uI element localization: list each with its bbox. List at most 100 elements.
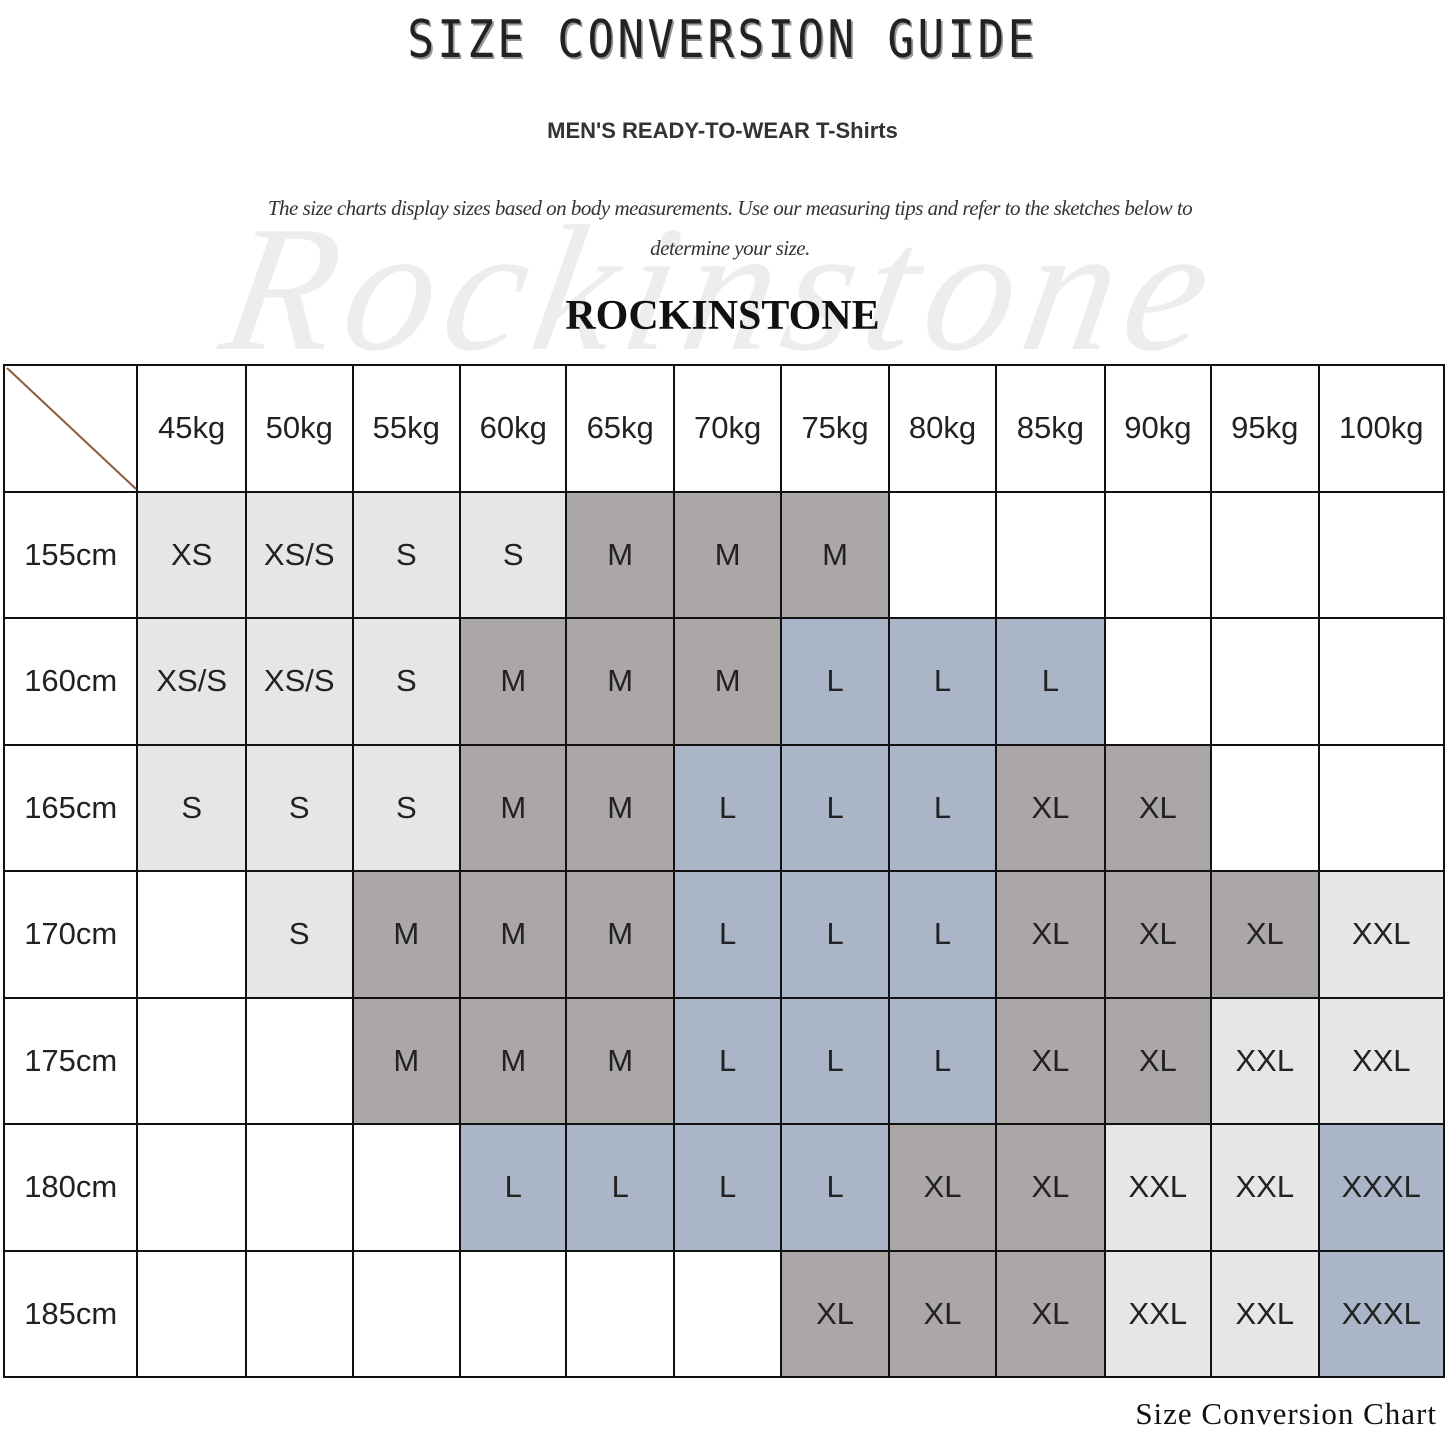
size-cell: L — [672, 743, 783, 872]
diagonal-line — [6, 367, 137, 490]
size-cell: M — [565, 490, 675, 619]
column-header: 70kg — [672, 364, 783, 493]
size-cell — [1210, 617, 1320, 746]
column-header: 100kg — [1317, 364, 1445, 493]
size-cell: L — [887, 617, 998, 746]
table-row: 185cm XL XL XL XXL XXL XXXL — [2, 1249, 1445, 1378]
size-cell: XXL — [1210, 1249, 1320, 1378]
row-header: 175cm — [2, 996, 139, 1125]
size-cell: XL — [995, 870, 1106, 999]
size-cell: XS/S — [136, 617, 247, 746]
column-header: 60kg — [458, 364, 568, 493]
column-header: 80kg — [887, 364, 998, 493]
size-cell — [887, 490, 998, 619]
column-header: 90kg — [1103, 364, 1213, 493]
size-cell: XL — [1103, 743, 1213, 872]
size-cell: S — [244, 743, 354, 872]
size-cell: XL — [995, 996, 1106, 1125]
size-cell — [351, 1123, 462, 1252]
size-cell: M — [351, 870, 462, 999]
row-header: 155cm — [2, 490, 139, 619]
size-cell: M — [458, 996, 568, 1125]
size-cell: L — [887, 996, 998, 1125]
size-cell — [1317, 743, 1445, 872]
size-cell: XL — [1103, 996, 1213, 1125]
size-cell — [672, 1249, 783, 1378]
size-cell — [995, 490, 1106, 619]
size-cell: M — [565, 996, 675, 1125]
size-cell — [244, 1123, 354, 1252]
size-cell: M — [458, 743, 568, 872]
subtitle: MEN'S READY-TO-WEAR T-Shirts — [547, 118, 898, 143]
column-header: 55kg — [351, 364, 462, 493]
size-cell: XS/S — [244, 490, 354, 619]
size-cell: XXL — [1103, 1249, 1213, 1378]
size-cell: L — [780, 1123, 890, 1252]
size-cell: XXL — [1210, 996, 1320, 1125]
size-cell: XXXL — [1317, 1123, 1445, 1252]
size-cell: XL — [995, 1249, 1106, 1378]
page-title: SIZE CONVERSION GUIDE — [407, 10, 1038, 70]
table-row: 180cm L L L L XL XL XXL XXL XXXL — [2, 1123, 1445, 1252]
size-cell: L — [458, 1123, 568, 1252]
size-cell: XL — [995, 743, 1106, 872]
row-header: 170cm — [2, 870, 139, 999]
footer-caption: Size Conversion Chart — [1135, 1396, 1437, 1431]
size-cell: XL — [887, 1123, 998, 1252]
table-row: 165cm S S S M M L L L XL XL — [2, 743, 1445, 872]
column-header: 85kg — [995, 364, 1106, 493]
table-row: 160cm XS/S XS/S S M M M L L L — [2, 617, 1445, 746]
size-cell — [351, 1249, 462, 1378]
size-cell: XXL — [1317, 870, 1445, 999]
size-cell: XXXL — [1317, 1249, 1445, 1378]
column-header: 50kg — [244, 364, 354, 493]
size-cell: L — [780, 743, 890, 872]
size-cell — [136, 996, 247, 1125]
size-cell: M — [565, 617, 675, 746]
table-row: 175cm M M M L L L XL XL XXL XXL — [2, 996, 1445, 1125]
size-cell: S — [458, 490, 568, 619]
size-cell: L — [887, 870, 998, 999]
size-cell — [136, 870, 247, 999]
size-cell — [136, 1123, 247, 1252]
size-cell — [1317, 617, 1445, 746]
size-cell: XL — [1103, 870, 1213, 999]
size-cell: L — [780, 996, 890, 1125]
size-cell — [565, 1249, 675, 1378]
size-cell: L — [780, 617, 890, 746]
size-cell: XL — [780, 1249, 890, 1378]
table-row: 155cm XS XS/S S S M M M — [2, 490, 1445, 619]
size-cell — [1210, 743, 1320, 872]
size-cell: M — [565, 870, 675, 999]
size-cell: L — [780, 870, 890, 999]
size-cell — [1210, 490, 1320, 619]
size-cell: L — [672, 870, 783, 999]
size-cell: XXL — [1103, 1123, 1213, 1252]
size-cell: XS/S — [244, 617, 354, 746]
size-cell: M — [458, 617, 568, 746]
column-header: 65kg — [565, 364, 675, 493]
brand-name: ROCKINSTONE — [565, 293, 880, 339]
size-cell: M — [565, 743, 675, 872]
size-cell — [244, 1249, 354, 1378]
column-header: 95kg — [1210, 364, 1320, 493]
row-header: 180cm — [2, 1123, 139, 1252]
column-header: 75kg — [780, 364, 890, 493]
size-cell: M — [780, 490, 890, 619]
table-row: 170cm S M M M L L L XL XL XL XXL — [2, 870, 1445, 999]
size-cell: L — [887, 743, 998, 872]
size-cell: S — [351, 490, 462, 619]
description: The size charts display sizes based on b… — [267, 196, 1193, 260]
header-row: 45kg 50kg 55kg 60kg 65kg 70kg 75kg 80kg 85kg 90kg… — [2, 364, 1445, 493]
size-cell: M — [458, 870, 568, 999]
size-cell: S — [136, 743, 247, 872]
corner-cell — [2, 364, 139, 493]
size-cell: L — [995, 617, 1106, 746]
row-header: 185cm — [2, 1249, 139, 1378]
size-cell: S — [351, 743, 462, 872]
size-cell: XS — [136, 490, 247, 619]
size-cell: XL — [995, 1123, 1106, 1252]
size-cell: M — [672, 617, 783, 746]
size-cell: L — [672, 1123, 783, 1252]
size-cell — [136, 1249, 247, 1378]
